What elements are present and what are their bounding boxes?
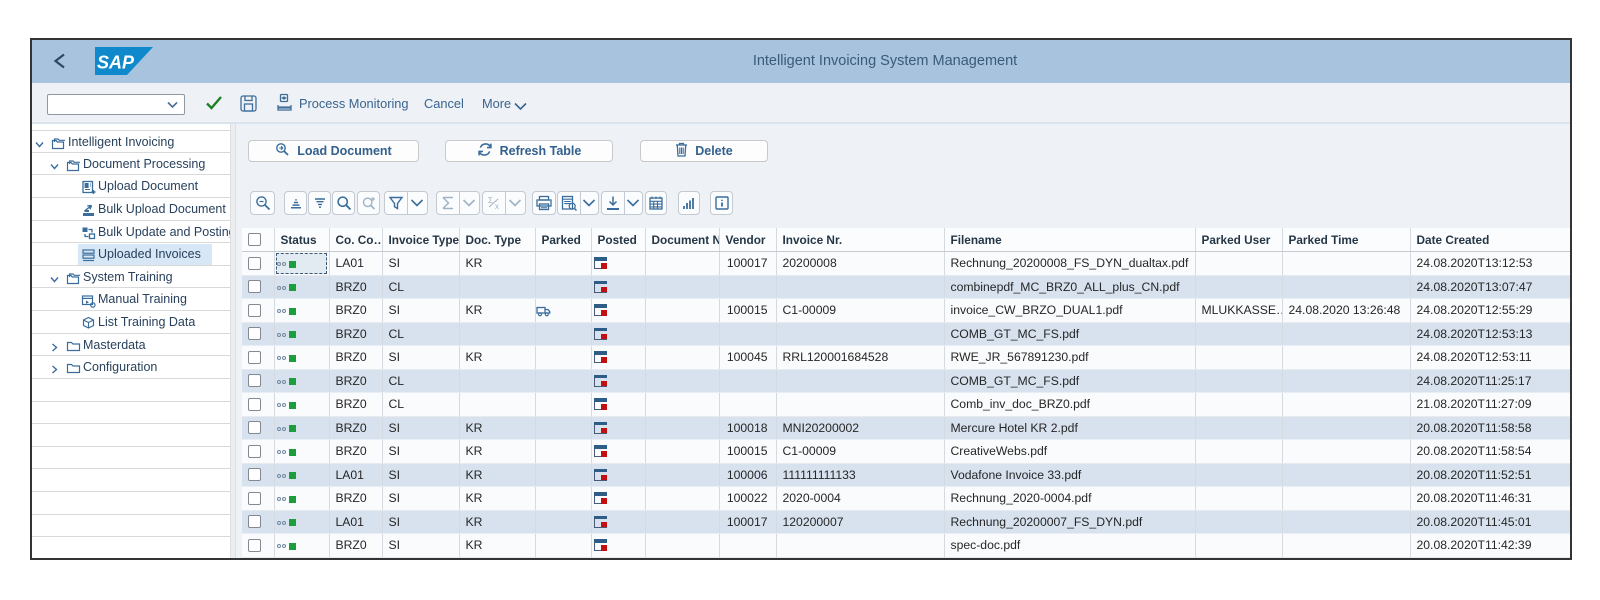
svg-text:SAP: SAP xyxy=(97,53,135,73)
svg-text:x: x xyxy=(495,202,499,210)
svg-text:Σ: Σ xyxy=(488,196,493,205)
